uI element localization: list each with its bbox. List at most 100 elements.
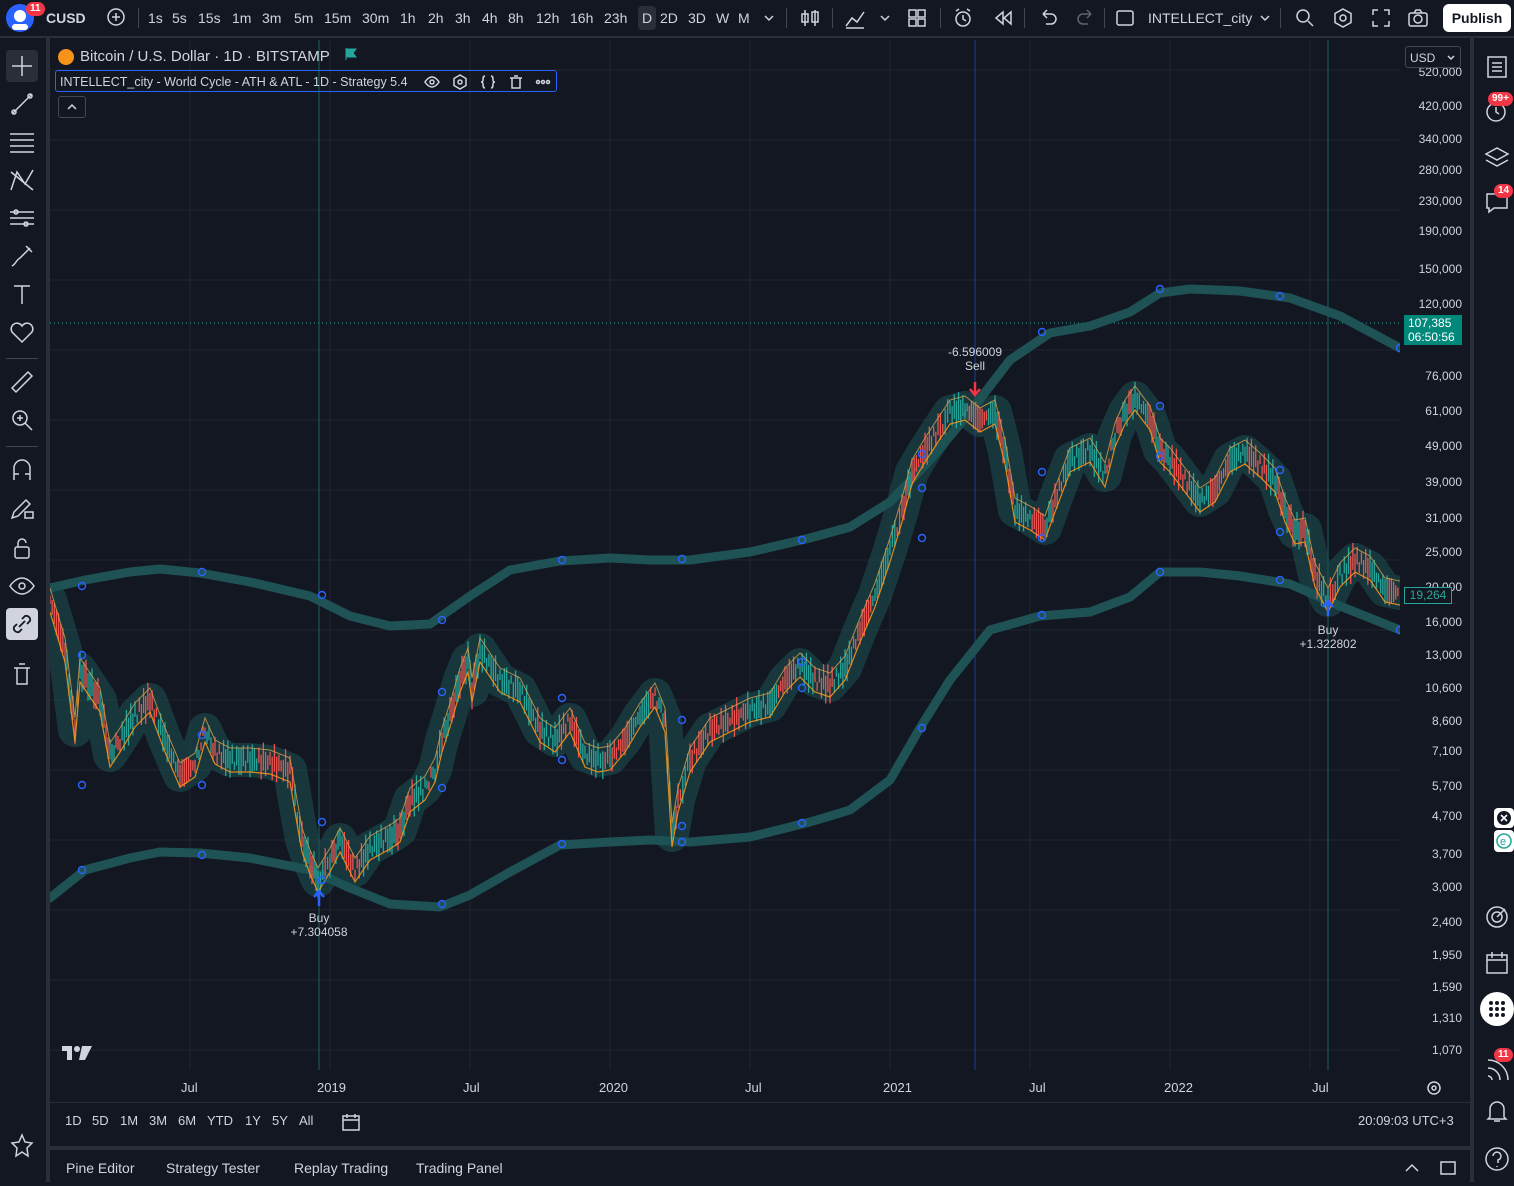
panel-tab-trading-panel[interactable]: Trading Panel — [416, 1160, 503, 1176]
indicators-icon[interactable] — [842, 6, 868, 30]
maximize-panel-icon[interactable] — [1438, 1158, 1458, 1183]
indicator-legend[interactable]: INTELLECT_city - World Cycle - ATH & ATL… — [55, 70, 557, 92]
quick-search-icon[interactable] — [1292, 6, 1318, 30]
right-sidebar: 99+ 14 e 11 — [1470, 38, 1514, 1182]
timeframe-23h[interactable]: 23h — [604, 10, 628, 26]
timeframe-3h[interactable]: 3h — [455, 10, 471, 26]
publish-button[interactable]: Publish — [1443, 4, 1511, 32]
zoom-icon[interactable] — [6, 404, 38, 436]
extension-icon[interactable]: e — [1494, 830, 1514, 852]
timeframe-2d[interactable]: 2D — [660, 10, 678, 26]
alert-icon[interactable] — [950, 6, 976, 30]
timeframe-15m[interactable]: 15m — [324, 10, 352, 26]
date-range-icon[interactable] — [340, 1111, 362, 1138]
pivot-marker — [1155, 401, 1165, 411]
trend-line-icon[interactable] — [6, 88, 38, 120]
timeframe-12h[interactable]: 12h — [536, 10, 560, 26]
indicator-title: INTELLECT_city - World Cycle - ATH & ATL… — [60, 75, 408, 89]
timeframe-16h[interactable]: 16h — [570, 10, 594, 26]
calendar-icon[interactable] — [1482, 948, 1512, 978]
close-icon[interactable] — [1494, 808, 1514, 828]
timeframe-15s[interactable]: 15s — [198, 10, 221, 26]
chevron-down-icon[interactable] — [1258, 6, 1272, 30]
apps-grid-icon[interactable] — [1480, 992, 1514, 1026]
chevron-down-icon[interactable] — [878, 6, 892, 30]
settings-icon[interactable] — [452, 74, 468, 97]
chevron-up-icon[interactable] — [1400, 1158, 1424, 1183]
clock[interactable]: 20:09:03 UTC+3 — [1358, 1113, 1454, 1128]
timeframe-2h[interactable]: 2h — [428, 10, 444, 26]
timeframe-8h[interactable]: 8h — [508, 10, 524, 26]
panel-tab-replay-trading[interactable]: Replay Trading — [294, 1160, 389, 1176]
ruler-icon[interactable] — [6, 366, 38, 398]
trash-icon[interactable] — [6, 658, 38, 690]
tradingview-logo[interactable] — [62, 1042, 94, 1067]
source-code-icon[interactable] — [480, 74, 496, 97]
range-5d[interactable]: 5D — [92, 1113, 109, 1128]
range-5y[interactable]: 5Y — [272, 1113, 288, 1128]
add-symbol-icon[interactable] — [104, 6, 128, 30]
layout-icon[interactable] — [1112, 6, 1138, 30]
timeframe-m[interactable]: M — [738, 10, 750, 26]
range-6m[interactable]: 6M — [178, 1113, 197, 1128]
more-icon[interactable] — [534, 74, 552, 97]
pivot-marker — [917, 533, 927, 543]
pattern-icon[interactable] — [6, 164, 38, 196]
panel-tab-pine-editor[interactable]: Pine Editor — [66, 1160, 135, 1176]
range-all[interactable]: All — [299, 1113, 314, 1128]
chevron-down-icon[interactable] — [762, 6, 776, 30]
range-1d[interactable]: 1D — [65, 1113, 82, 1128]
trash-icon[interactable] — [508, 74, 524, 97]
eye-icon[interactable] — [6, 570, 38, 602]
timeframe-d[interactable]: D — [638, 6, 657, 30]
prediction-icon[interactable] — [6, 202, 38, 234]
range-1m[interactable]: 1M — [120, 1113, 139, 1128]
settings-icon[interactable] — [1330, 6, 1356, 30]
eye-icon[interactable] — [424, 74, 440, 97]
text-icon[interactable] — [6, 278, 38, 310]
timeframe-1h[interactable]: 1h — [400, 10, 416, 26]
range-ytd[interactable]: YTD — [207, 1113, 233, 1128]
fullscreen-icon[interactable] — [1368, 6, 1394, 30]
timeframe-3d[interactable]: 3D — [688, 10, 706, 26]
candles-icon[interactable] — [798, 6, 822, 30]
heart-icon[interactable] — [6, 316, 38, 348]
crosshair-icon[interactable] — [6, 50, 38, 82]
camera-icon[interactable] — [1405, 6, 1431, 30]
symbol-search-button[interactable]: CUSD — [46, 10, 86, 26]
timeframe-3m[interactable]: 3m — [262, 10, 282, 26]
timeframe-5m[interactable]: 5m — [294, 10, 314, 26]
layout-grid-icon[interactable] — [904, 6, 930, 30]
undo-icon[interactable] — [1036, 6, 1060, 30]
lock-icon[interactable] — [6, 532, 38, 564]
link-icon[interactable] — [6, 608, 38, 640]
magnet-icon[interactable] — [6, 454, 38, 486]
bell-icon[interactable] — [1482, 1096, 1512, 1126]
watchlist-icon[interactable] — [1482, 52, 1512, 82]
replay-icon[interactable] — [990, 6, 1016, 30]
redo-icon[interactable] — [1074, 6, 1098, 30]
timeframe-1s[interactable]: 1s — [148, 10, 163, 26]
price-axis[interactable]: 520,000 420,000 340,000 280,000 230,000 190,0… — [1400, 40, 1468, 1100]
star-icon[interactable] — [6, 1130, 38, 1162]
panel-tab-strategy-tester[interactable]: Strategy Tester — [166, 1160, 260, 1176]
range-1y[interactable]: 1Y — [245, 1113, 261, 1128]
axis-settings-icon[interactable] — [1426, 1080, 1442, 1101]
layers-icon[interactable] — [1482, 142, 1512, 172]
help-icon[interactable] — [1482, 1144, 1512, 1174]
timeframe-1m[interactable]: 1m — [232, 10, 252, 26]
timeframe-5s[interactable]: 5s — [172, 10, 187, 26]
timeframe-4h[interactable]: 4h — [482, 10, 498, 26]
stream-icon[interactable] — [1482, 1052, 1512, 1082]
range-3m[interactable]: 3M — [149, 1113, 168, 1128]
fib-retracement-icon[interactable] — [6, 126, 38, 158]
collapse-legend-button[interactable] — [58, 96, 86, 118]
brush-icon[interactable] — [6, 240, 38, 272]
timeframe-w[interactable]: W — [716, 10, 730, 26]
lock-pencil-icon[interactable] — [6, 492, 38, 524]
currency-select[interactable]: USD — [1405, 46, 1461, 68]
target-icon[interactable] — [1482, 902, 1512, 932]
timeframe-30m[interactable]: 30m — [362, 10, 390, 26]
layout-name[interactable]: INTELLECT_city — [1148, 10, 1253, 26]
